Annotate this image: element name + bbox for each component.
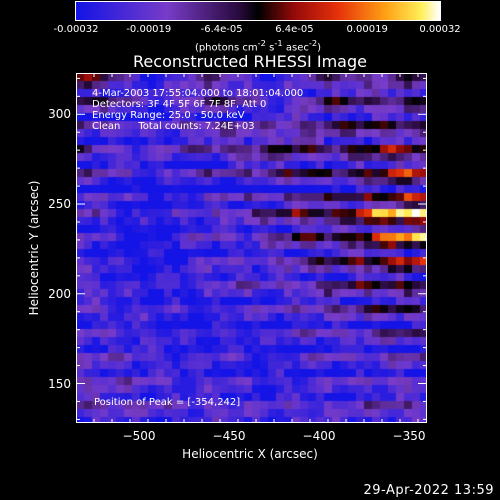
annotation-clean: Clean Total counts: 7.24E+03 — [92, 121, 255, 132]
colorbar-tick-label: 6.4e-05 — [275, 24, 314, 35]
colorbar-tick-label: -6.4e-05 — [200, 24, 243, 35]
plot-area — [76, 73, 427, 423]
render-timestamp: 29-Apr-2022 13:59 — [363, 483, 494, 498]
y-tick-label: 200 — [48, 286, 71, 301]
x-tick-label: −450 — [212, 429, 246, 443]
y-tick-label: 150 — [48, 376, 71, 391]
y-tick-label: 300 — [48, 107, 71, 122]
colorbar — [75, 1, 441, 21]
annotation-energy-range: Energy Range: 25.0 - 50.0 keV — [92, 110, 245, 121]
x-tick-label: −350 — [392, 429, 426, 443]
y-axis-label: Heliocentric Y (arcsec) — [27, 180, 41, 316]
annotation-total-counts: Total counts: 7.24E+03 — [138, 121, 255, 132]
colorbar-tick-label: 0.00019 — [346, 24, 388, 35]
colorbar-tick-label: -0.00019 — [126, 24, 172, 35]
chart-title: Reconstructed RHESSI Image — [133, 52, 367, 71]
colorbar-unit-label: (photons cm-2 s-1 asec-2) — [194, 38, 322, 54]
x-tick-label: −500 — [122, 429, 156, 443]
heatmap-image — [76, 73, 427, 423]
colorbar-tick-label: -0.00032 — [53, 24, 99, 35]
x-tick-label: −400 — [302, 429, 336, 443]
x-axis-label: Heliocentric X (arcsec) — [182, 447, 318, 461]
colorbar-tick-label: 0.00032 — [419, 24, 461, 35]
y-tick-label: 250 — [48, 197, 71, 212]
annotation-time-range: 4-Mar-2003 17:55:04.000 to 18:01:04.000 — [92, 88, 304, 99]
annotation-peak-position: Position of Peak = [-354,242] — [94, 397, 241, 408]
annotation-detectors: Detectors: 3F 4F 5F 6F 7F 8F, Att 0 — [92, 99, 267, 110]
annotation-clean-label: Clean — [92, 121, 121, 132]
